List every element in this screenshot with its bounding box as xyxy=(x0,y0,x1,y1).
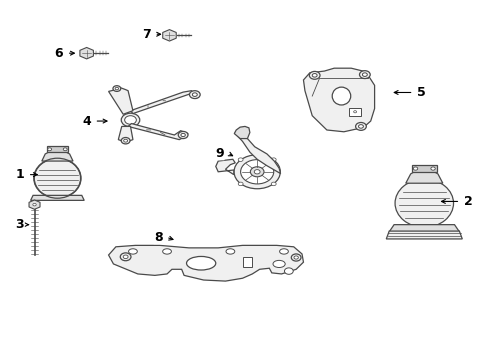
Ellipse shape xyxy=(187,256,216,270)
Text: 5: 5 xyxy=(417,86,426,99)
Ellipse shape xyxy=(113,86,121,91)
Ellipse shape xyxy=(271,158,276,161)
Ellipse shape xyxy=(354,111,357,113)
Bar xyxy=(349,108,361,116)
Ellipse shape xyxy=(34,158,80,198)
Ellipse shape xyxy=(120,253,131,261)
Ellipse shape xyxy=(363,73,368,76)
Polygon shape xyxy=(216,159,235,175)
Ellipse shape xyxy=(254,170,260,174)
Ellipse shape xyxy=(234,155,280,189)
Text: 8: 8 xyxy=(154,231,163,244)
Polygon shape xyxy=(163,30,176,41)
Ellipse shape xyxy=(124,116,136,124)
Ellipse shape xyxy=(181,134,185,136)
Ellipse shape xyxy=(294,256,298,259)
Polygon shape xyxy=(235,132,281,174)
Ellipse shape xyxy=(359,125,364,128)
Polygon shape xyxy=(109,246,303,281)
Text: 1: 1 xyxy=(16,168,24,181)
Polygon shape xyxy=(30,195,84,201)
Ellipse shape xyxy=(33,203,36,206)
Text: 3: 3 xyxy=(16,218,24,231)
Ellipse shape xyxy=(241,159,274,184)
Ellipse shape xyxy=(48,148,51,151)
Polygon shape xyxy=(109,88,133,114)
Ellipse shape xyxy=(291,254,301,261)
Polygon shape xyxy=(303,68,374,132)
Ellipse shape xyxy=(121,138,130,144)
Ellipse shape xyxy=(193,93,197,96)
Bar xyxy=(47,146,68,153)
Ellipse shape xyxy=(356,122,367,130)
Ellipse shape xyxy=(128,249,137,254)
Ellipse shape xyxy=(190,91,200,99)
Ellipse shape xyxy=(123,255,128,258)
Ellipse shape xyxy=(414,167,417,170)
Polygon shape xyxy=(118,126,133,142)
Text: 9: 9 xyxy=(215,147,224,160)
Ellipse shape xyxy=(309,71,320,79)
Ellipse shape xyxy=(332,87,351,105)
Polygon shape xyxy=(386,231,462,239)
Ellipse shape xyxy=(178,131,188,139)
Polygon shape xyxy=(389,225,460,232)
Polygon shape xyxy=(80,48,94,59)
Polygon shape xyxy=(234,126,250,139)
Ellipse shape xyxy=(238,182,243,186)
Polygon shape xyxy=(128,123,188,140)
Polygon shape xyxy=(406,171,443,183)
Ellipse shape xyxy=(63,148,67,151)
Ellipse shape xyxy=(395,179,454,227)
Ellipse shape xyxy=(115,87,119,90)
Ellipse shape xyxy=(312,73,317,77)
Ellipse shape xyxy=(273,260,285,267)
Ellipse shape xyxy=(280,249,288,254)
Ellipse shape xyxy=(360,71,370,78)
Ellipse shape xyxy=(121,113,140,127)
Text: 7: 7 xyxy=(142,28,151,41)
Polygon shape xyxy=(42,152,73,161)
Text: 2: 2 xyxy=(464,195,472,208)
Ellipse shape xyxy=(123,139,127,142)
Ellipse shape xyxy=(271,182,276,186)
Polygon shape xyxy=(130,91,199,113)
Ellipse shape xyxy=(226,249,235,254)
Bar xyxy=(412,165,437,172)
Ellipse shape xyxy=(250,167,264,177)
Polygon shape xyxy=(29,200,40,209)
Polygon shape xyxy=(243,257,252,267)
Text: 4: 4 xyxy=(82,114,91,127)
Text: 6: 6 xyxy=(54,47,63,60)
Ellipse shape xyxy=(238,158,243,161)
Ellipse shape xyxy=(431,167,435,170)
Ellipse shape xyxy=(163,249,172,254)
Ellipse shape xyxy=(285,268,293,274)
